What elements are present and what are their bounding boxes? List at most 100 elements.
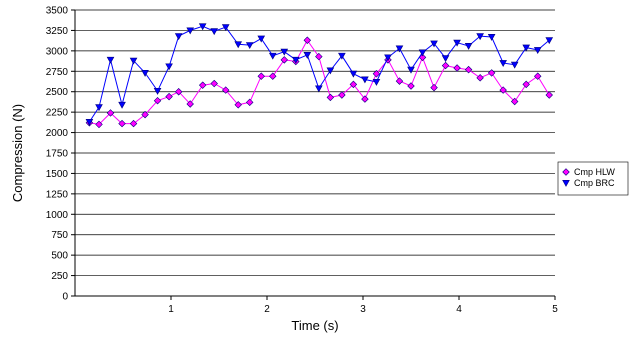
data-point-triangle: [174, 33, 183, 41]
legend-item: Cmp HLW: [562, 167, 615, 177]
data-point-triangle: [407, 66, 415, 74]
data-point-triangle: [234, 41, 243, 49]
y-tick-labels: 0 250 500 750 1000 1250 1500 1750 2000 2250 2500 27…: [46, 6, 75, 303]
data-point-triangle: [129, 57, 138, 65]
data-point-triangle: [464, 43, 473, 50]
data-point-triangle: [280, 48, 289, 56]
y-tick-label: 250: [51, 271, 68, 282]
data-point-triangle: [395, 45, 404, 53]
data-point-diamond: [95, 120, 103, 129]
data-point-diamond: [338, 91, 346, 99]
x-tick-label: 1: [168, 304, 174, 315]
data-point-triangle: [245, 42, 254, 50]
data-point-diamond: [186, 100, 194, 108]
data-point-triangle: [545, 37, 554, 45]
x-tick-label: 3: [360, 304, 366, 315]
y-tick-label: 2000: [46, 128, 69, 139]
y-tick-label: 2250: [46, 108, 69, 119]
data-point-triangle: [210, 28, 219, 36]
data-point-triangle: [118, 101, 126, 109]
data-point-diamond: [464, 65, 473, 74]
data-point-diamond: [315, 52, 323, 61]
data-point-diamond: [303, 36, 312, 44]
data-point-diamond: [441, 61, 450, 70]
series-line: [89, 39, 550, 125]
data-point-diamond: [280, 56, 289, 64]
data-point-diamond: [165, 92, 173, 101]
data-point-triangle: [326, 67, 335, 75]
y-tick-label: 1500: [46, 169, 69, 180]
data-point-triangle: [303, 52, 312, 59]
data-point-triangle: [441, 55, 450, 63]
data-point-triangle: [522, 44, 531, 52]
x-tick-label: 5: [552, 304, 558, 315]
y-tick-label: 750: [51, 230, 68, 241]
y-tick-label: 1250: [46, 189, 69, 200]
x-tick-label: 4: [456, 304, 462, 315]
data-point-diamond: [221, 86, 230, 94]
data-point-diamond: [141, 110, 149, 119]
data-point-triangle: [476, 33, 484, 41]
data-point-triangle: [141, 69, 149, 77]
data-point-triangle: [499, 60, 507, 68]
data-point-diamond: [476, 74, 484, 82]
legend-box: [557, 161, 629, 196]
y-tick-label: 0: [62, 292, 68, 303]
data-point-diamond: [326, 93, 335, 102]
data-point-diamond: [487, 69, 496, 77]
data-point-diamond: [361, 95, 369, 103]
y-tick-label: 3500: [46, 6, 69, 17]
data-point-diamond: [153, 96, 162, 105]
data-point-diamond: [129, 119, 138, 128]
y-tick-label: 2750: [46, 67, 69, 78]
data-point-diamond: [545, 91, 553, 99]
data-point-diamond: [522, 80, 530, 89]
data-point-triangle: [349, 70, 358, 78]
data-point-triangle: [487, 34, 496, 41]
data-point-diamond: [174, 87, 183, 96]
data-point-triangle: [268, 52, 277, 60]
data-point-triangle: [85, 119, 94, 126]
data-point-diamond: [118, 119, 126, 128]
data-point-triangle: [291, 56, 300, 64]
legend-item: Cmp BRC: [562, 178, 615, 188]
x-axis-title: Time (s): [291, 318, 338, 333]
data-point-triangle: [315, 85, 323, 93]
data-point-triangle: [106, 56, 115, 64]
data-point-triangle: [186, 27, 195, 35]
y-tick-label: 3000: [46, 46, 69, 57]
data-point-diamond: [198, 81, 207, 89]
y-tick-label: 1750: [46, 149, 69, 160]
data-point-triangle: [533, 47, 542, 54]
series-line: [88, 25, 550, 123]
data-point-triangle: [384, 54, 392, 62]
data-point-triangle: [221, 24, 230, 32]
data-point-triangle: [338, 52, 346, 60]
data-point-triangle: [361, 76, 369, 84]
x-tick-labels: 1 2 3 4 5: [168, 296, 558, 315]
data-point-triangle: [430, 40, 438, 48]
gridlines: [75, 9, 555, 276]
data-point-diamond: [430, 83, 438, 92]
data-point-triangle: [510, 61, 519, 69]
y-tick-label: 500: [51, 251, 68, 262]
data-point-triangle: [453, 39, 461, 47]
data-point-diamond: [257, 72, 265, 80]
y-axis-title: Compression (N): [10, 104, 25, 202]
y-tick-label: 3250: [46, 26, 69, 37]
data-point-diamond: [533, 72, 542, 80]
x-tick-label: 2: [264, 304, 270, 315]
data-point-diamond: [245, 98, 254, 107]
legend-label: Cmp HLW: [574, 167, 615, 177]
data-point-triangle: [95, 104, 103, 112]
data-point-diamond: [372, 70, 381, 78]
y-tick-label: 1000: [46, 210, 69, 221]
data-point-triangle: [153, 87, 162, 95]
data-point-diamond: [210, 79, 218, 88]
data-point-diamond: [510, 97, 519, 106]
series-cmp-brc: [85, 23, 554, 126]
data-point-diamond: [453, 64, 461, 72]
data-point-diamond: [234, 101, 242, 109]
